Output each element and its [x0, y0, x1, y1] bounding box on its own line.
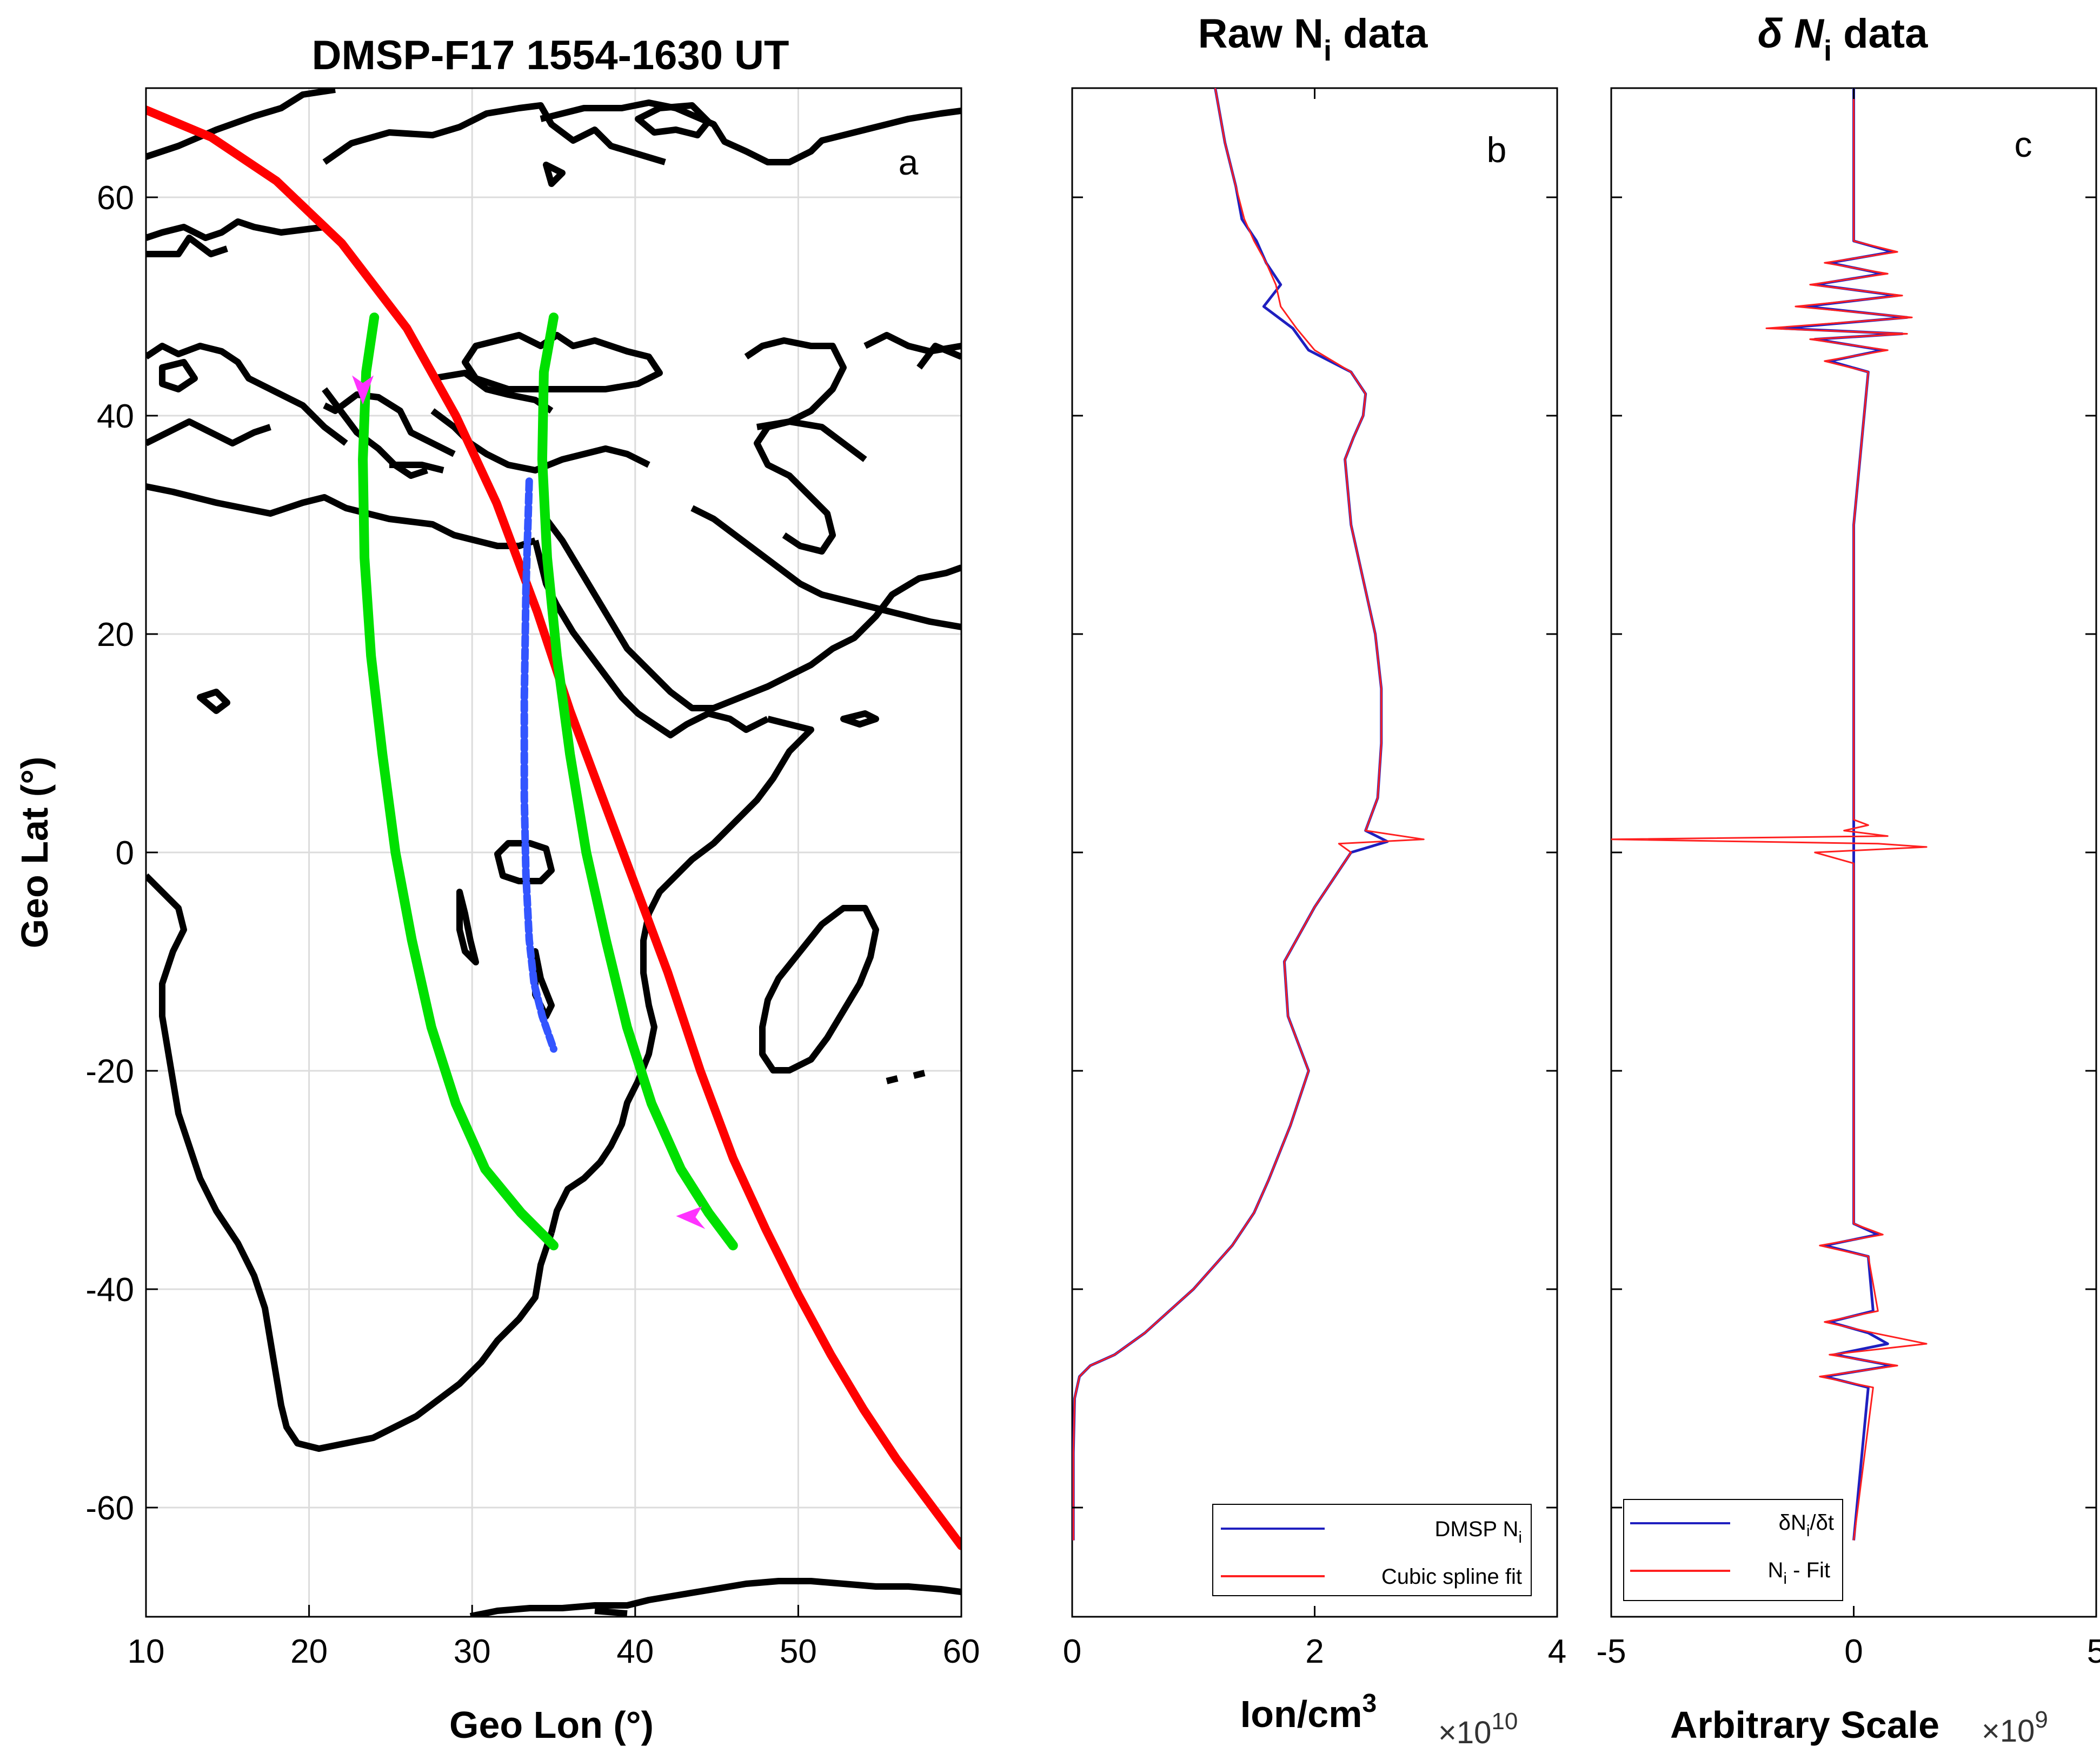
panel-b-title: Raw Ni data [1198, 11, 1428, 67]
panel-c-multiplier-exp: 9 [2035, 1706, 2048, 1733]
panel-a-series [146, 105, 961, 1550]
coastline-scandinavia [146, 88, 961, 165]
panel-c-legend: δNi/δt Ni - Fit [1623, 1499, 1843, 1601]
coastline-madagascar [759, 905, 879, 1074]
coastline-baltic [635, 102, 712, 138]
panel-a-ytick-label: -40 [85, 1271, 134, 1309]
legend-deriv-after: /δt [1810, 1511, 1835, 1535]
legend-deriv-pre: δN [1779, 1511, 1806, 1535]
panel-c-xtick-label: 0 [1844, 1633, 1863, 1670]
panel-b-multiplier-base: ×10 [1438, 1715, 1491, 1750]
panel-c-legend-fit: Ni - Fit [1767, 1558, 1830, 1588]
panel-c-series-line [1611, 88, 1928, 1541]
panel-b-legend: DMSP Ni Cubic spline fit [1212, 1504, 1532, 1596]
panel-a-ytick-label: 60 [97, 179, 134, 217]
panel-c-label: c [2015, 124, 2032, 164]
direction-arrow-icon [352, 375, 374, 405]
panel-c-delta-ni: δ Ni data -5 0 5 c δNi/δt Ni - Fit Arbitra… [1596, 11, 2100, 1749]
direction-arrow-icon [676, 1206, 706, 1229]
panel-a-label: a [899, 142, 919, 182]
panel-c-xlabel: Arbitrary Scale [1670, 1704, 1939, 1746]
panel-c-series [1611, 88, 1928, 1541]
panel-b-label: b [1487, 130, 1507, 170]
panel-c-title-main: δ N [1758, 11, 1825, 57]
panel-a-xtick-label: 40 [616, 1633, 654, 1670]
coastline-italy [146, 359, 428, 479]
legend-fit-after: - Fit [1787, 1558, 1830, 1582]
panel-a-ytick-label: 20 [97, 616, 134, 654]
legend-fit-pre: N [1767, 1558, 1783, 1582]
coastline-east-africa-south [146, 873, 555, 1452]
panel-a-xtick-label: 20 [290, 1633, 328, 1670]
panel-a-series-line [358, 312, 559, 1251]
legend-fit-sub: i [1783, 1570, 1787, 1588]
coastline-antarctica [469, 1578, 961, 1617]
panel-a-title: DMSP-F17 1554-1630 UT [312, 32, 789, 78]
coastline-arabia [543, 517, 961, 711]
panel-b-series [1072, 88, 1425, 1541]
panel-c-title: δ Ni data [1758, 11, 1929, 67]
panel-a-ytick-label: -20 [85, 1053, 134, 1090]
panel-b-xlabel-main: Ion/cm [1240, 1693, 1363, 1735]
panel-a-series-line [146, 105, 961, 1550]
coastline-horn-of-africa [548, 716, 814, 1234]
panel-b-xlabel-sup: 3 [1362, 1689, 1377, 1718]
panel-a-ytick-label: -60 [85, 1490, 134, 1527]
panel-b-legend-spline: Cubic spline fit [1381, 1565, 1522, 1589]
panel-a-series-line [537, 312, 738, 1251]
panel-c-multiplier: ×109 [1982, 1706, 2048, 1749]
panel-c-title-sub: i [1824, 35, 1832, 67]
coastline-western-europe [146, 162, 566, 257]
panel-c-xtick-label: -5 [1596, 1633, 1626, 1670]
panel-b-title-main: Raw N [1198, 11, 1324, 57]
coastline-north-africa [146, 483, 536, 549]
panel-c-ticks: -5 0 5 [1596, 88, 2100, 1670]
legend-dmsp-name: DMSP N [1434, 1517, 1518, 1541]
panel-a-xtick-label: 60 [943, 1633, 980, 1670]
panel-b-xtick-label: 2 [1305, 1633, 1324, 1670]
panel-a-xtick-label: 30 [454, 1633, 491, 1670]
panel-a-ylabel: Geo Lat (°) [14, 757, 56, 949]
panel-b-title-after: data [1332, 11, 1428, 57]
panel-b-multiplier: ×1010 [1438, 1708, 1518, 1750]
panel-b-xtick-label: 4 [1548, 1633, 1566, 1670]
coastline-lake-victoria [494, 840, 555, 884]
panel-b-xtick-label: 0 [1063, 1633, 1081, 1670]
panel-b-legend-dmsp: DMSP Ni [1434, 1517, 1522, 1546]
panel-a-ticks: 10 20 30 40 50 60 -60 -40 -20 0 20 40 60 [85, 179, 980, 1670]
panel-b-series-line [1072, 88, 1425, 1541]
panel-a-ytick-label: 40 [97, 398, 134, 435]
coastline-black-sea [462, 332, 663, 392]
panel-c-legend-deriv: δNi/δt [1779, 1511, 1834, 1540]
panel-a-series-line [520, 477, 557, 1053]
panel-c-title-after: data [1832, 11, 1928, 57]
panel-b-plot-area [1071, 87, 1558, 1618]
panel-a-xtick-label: 10 [128, 1633, 165, 1670]
panel-a-xtick-label: 50 [780, 1633, 817, 1670]
panel-b-multiplier-exp: 10 [1491, 1708, 1518, 1735]
coastline-caspian [744, 337, 847, 555]
coastline-islands [197, 343, 961, 1084]
legend-dmsp-sub: i [1518, 1529, 1522, 1546]
panel-b-xlabel: Ion/cm3 [1240, 1689, 1377, 1735]
panel-a-ytick-label: 0 [116, 835, 134, 872]
coastlines [146, 88, 961, 1617]
panel-c-multiplier-base: ×10 [1982, 1714, 2035, 1749]
legend-deriv-sub: i [1806, 1522, 1810, 1540]
panel-b-title-sub: i [1324, 35, 1332, 67]
panel-b-ticks: 0 2 4 [1063, 88, 1566, 1670]
panel-a-xlabel: Geo Lon (°) [449, 1704, 654, 1746]
panel-b-legend-box [1212, 1504, 1532, 1596]
panel-c-xtick-label: 5 [2087, 1633, 2100, 1670]
panel-a-map: DMSP-F17 1554-1630 UT [14, 32, 980, 1746]
panel-c-legend-box [1623, 1499, 1843, 1601]
